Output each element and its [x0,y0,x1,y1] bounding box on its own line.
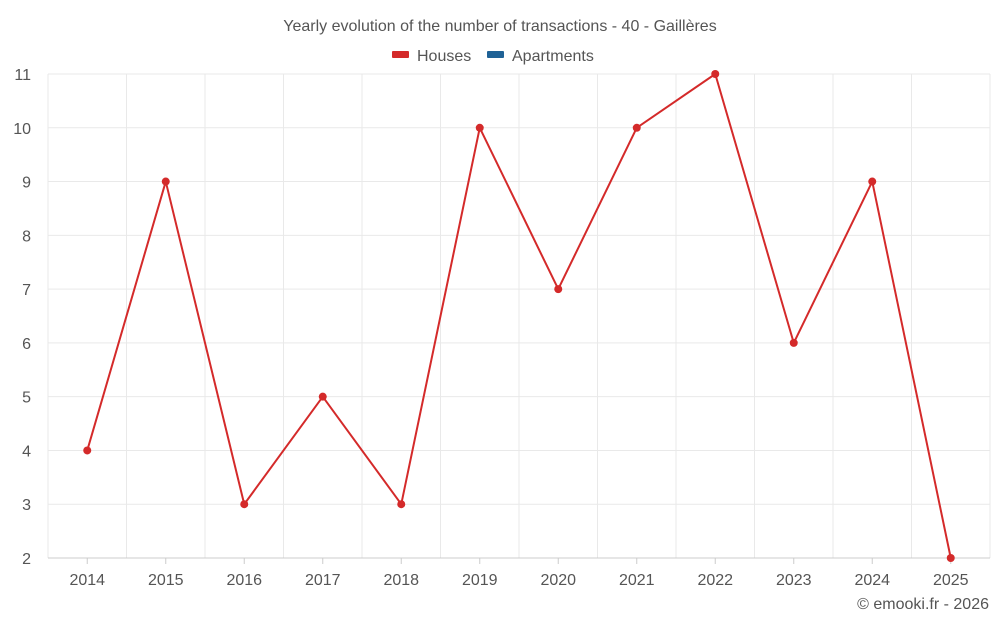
data-point-houses-2015[interactable] [161,177,170,186]
legend-label-houses: Houses [417,48,471,65]
x-tick-label: 2015 [148,572,184,589]
data-point-houses-2025[interactable] [946,554,955,562]
x-tick-label: 2016 [226,572,262,589]
series-houses [83,70,955,562]
y-tick-label: 9 [22,175,31,192]
legend-item-houses[interactable]: Houses [392,48,471,65]
y-tick-label: 5 [22,390,31,407]
x-tick-label: 2014 [69,572,105,589]
y-axis-ticks: 2 3 4 5 6 7 8 9 10 11 [13,67,31,568]
y-tick-label: 6 [22,336,31,353]
y-tick-label: 7 [22,282,31,299]
credit-text: © emooki.fr - 2026 [857,596,989,613]
data-point-houses-2024[interactable] [868,177,877,186]
y-tick-label: 2 [22,551,31,568]
data-point-houses-2017[interactable] [318,392,327,401]
x-tick-label: 2024 [854,572,890,589]
y-tick-label: 11 [14,67,31,84]
data-point-houses-2020[interactable] [554,285,563,294]
series-line-houses [86,73,952,559]
y-tick-label: 4 [22,443,31,460]
grid [47,73,991,559]
data-point-houses-2014[interactable] [83,446,92,455]
y-tick-label: 8 [22,228,31,245]
data-point-houses-2016[interactable] [240,500,249,509]
legend-item-apartments[interactable]: Apartments [487,48,594,65]
y-tick-label: 3 [22,497,31,514]
x-tick-label: 2022 [697,572,733,589]
legend-swatch-apartments [487,51,504,58]
x-tick-label: 2017 [305,572,341,589]
data-point-houses-2023[interactable] [789,338,798,347]
legend-label-apartments: Apartments [512,48,594,65]
data-point-houses-2021[interactable] [632,123,641,132]
chart-title: Yearly evolution of the number of transa… [283,18,716,35]
legend: Houses Apartments [392,48,594,65]
data-point-houses-2022[interactable] [711,70,720,78]
legend-swatch-houses [392,51,409,58]
y-tick-label: 10 [13,121,31,138]
x-tick-label: 2023 [776,572,812,589]
x-tick-label: 2025 [933,572,969,589]
x-tick-label: 2020 [540,572,576,589]
data-point-houses-2019[interactable] [475,123,484,132]
x-tick-label: 2019 [462,572,498,589]
x-axis-ticks: 2014 2015 2016 2017 2018 2019 2020 2021 2022 2023… [69,558,969,589]
data-point-houses-2018[interactable] [397,500,406,509]
x-tick-label: 2018 [383,572,419,589]
x-tick-label: 2021 [619,572,655,589]
